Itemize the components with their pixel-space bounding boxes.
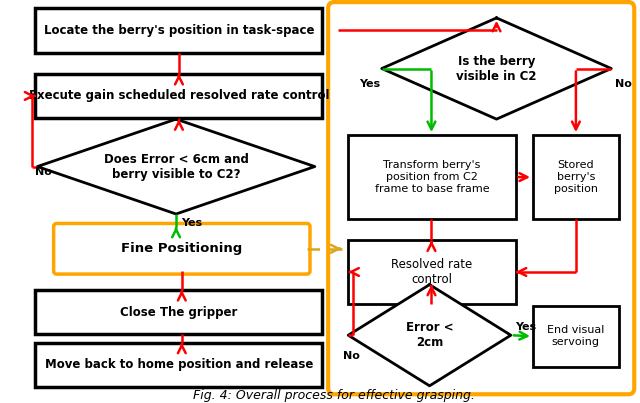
FancyBboxPatch shape <box>533 135 619 219</box>
FancyBboxPatch shape <box>533 306 619 367</box>
Text: No: No <box>615 79 632 89</box>
Text: End visual
servoing: End visual servoing <box>547 326 605 347</box>
FancyBboxPatch shape <box>35 343 323 387</box>
Text: Yes: Yes <box>181 218 202 228</box>
FancyBboxPatch shape <box>348 135 516 219</box>
Text: Execute gain scheduled resolved rate control: Execute gain scheduled resolved rate con… <box>29 89 329 102</box>
Text: Close The gripper: Close The gripper <box>120 305 237 318</box>
FancyBboxPatch shape <box>328 2 634 394</box>
Text: Is the berry
visible in C2: Is the berry visible in C2 <box>456 54 537 83</box>
Text: Error <
2cm: Error < 2cm <box>406 321 453 349</box>
Text: Transform berry's
position from C2
frame to base frame: Transform berry's position from C2 frame… <box>374 160 489 194</box>
FancyBboxPatch shape <box>348 240 516 303</box>
Text: Yes: Yes <box>515 322 536 332</box>
Text: Fig. 4: Overall process for effective grasping.: Fig. 4: Overall process for effective gr… <box>193 389 475 402</box>
Polygon shape <box>348 285 511 386</box>
Text: Resolved rate
control: Resolved rate control <box>391 258 472 286</box>
Text: Move back to home position and release: Move back to home position and release <box>45 358 313 371</box>
FancyBboxPatch shape <box>35 74 323 118</box>
Text: Locate the berry's position in task-space: Locate the berry's position in task-spac… <box>44 24 314 37</box>
Polygon shape <box>37 119 315 214</box>
Text: Does Error < 6cm and
berry visible to C2?: Does Error < 6cm and berry visible to C2… <box>104 153 248 181</box>
FancyBboxPatch shape <box>35 290 323 334</box>
Text: Fine Positioning: Fine Positioning <box>121 242 243 255</box>
Polygon shape <box>381 18 611 119</box>
FancyBboxPatch shape <box>54 224 310 274</box>
FancyBboxPatch shape <box>35 8 323 53</box>
Text: No: No <box>344 351 360 361</box>
Text: Stored
berry's
position: Stored berry's position <box>554 160 598 194</box>
Text: Yes: Yes <box>358 79 380 89</box>
Text: No: No <box>35 167 52 177</box>
